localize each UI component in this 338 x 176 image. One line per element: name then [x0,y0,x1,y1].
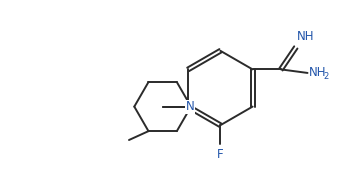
Text: NH: NH [309,67,327,79]
Text: N: N [186,100,195,113]
Text: 2: 2 [323,72,329,81]
Text: F: F [217,148,224,161]
Text: NH: NH [297,30,315,43]
